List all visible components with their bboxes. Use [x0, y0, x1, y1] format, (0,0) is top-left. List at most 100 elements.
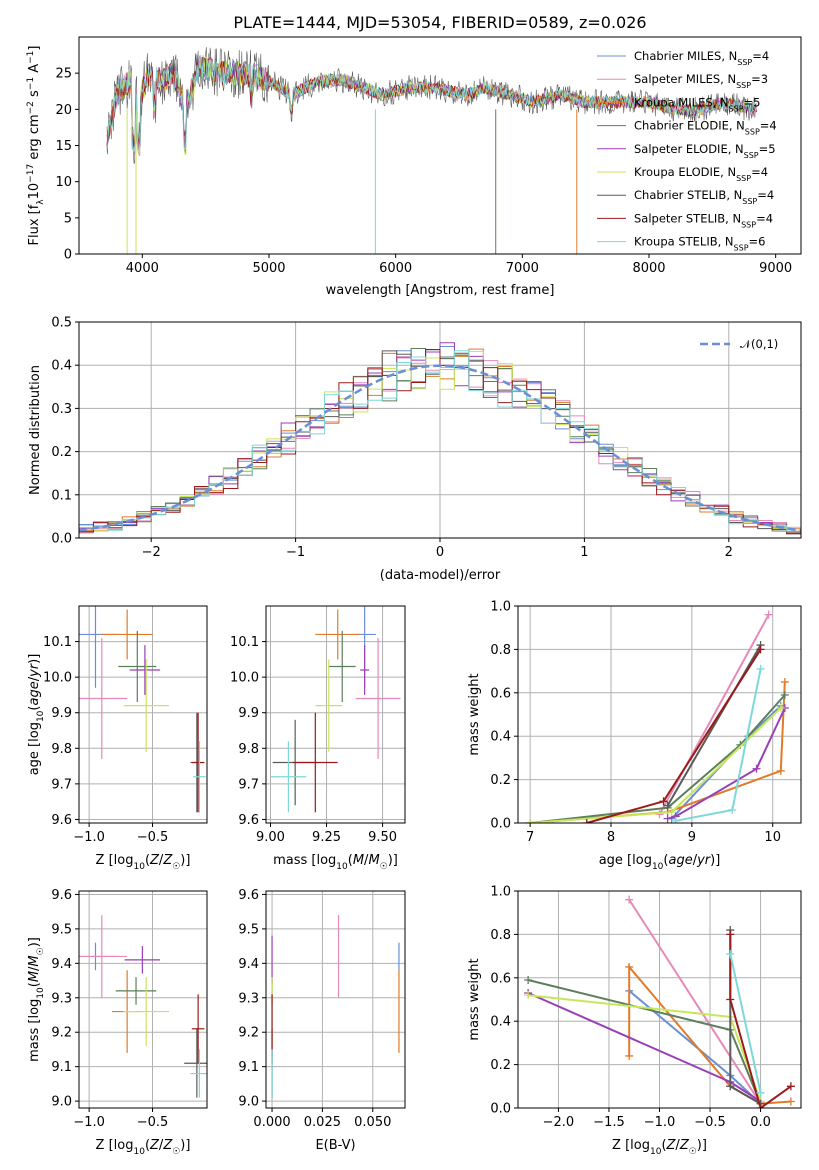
y-tick-label: 9.7	[238, 777, 259, 792]
x-tick-label: 9.50	[368, 830, 397, 845]
weight-marker	[671, 816, 680, 823]
grid-lines	[266, 606, 405, 823]
weight-marker	[726, 995, 735, 1004]
errorbar-point-2	[315, 609, 361, 660]
x-tick-label: 0.0	[750, 1115, 771, 1130]
y-tick-label: 9.9	[238, 706, 259, 721]
weight-marker	[764, 610, 773, 619]
plot-area	[271, 915, 400, 1098]
y-tick-label: 9.3	[238, 991, 259, 1006]
weight-marker	[659, 797, 668, 806]
y-tick-label: 9.0	[238, 1095, 259, 1110]
legend-entry-1: Salpeter MILES, NSSP=3	[634, 72, 768, 90]
error-bars	[79, 915, 207, 1098]
plot-area	[524, 895, 795, 1108]
y-tick-label: 9.7	[51, 777, 72, 792]
errorbar-point-7	[292, 712, 338, 813]
weight-line-7	[729, 934, 792, 1108]
weight-marker	[526, 819, 535, 823]
x-tick-label: −1	[286, 545, 305, 560]
y-axis-label: Normed distribution	[28, 365, 43, 495]
error-bars	[79, 606, 206, 813]
y-tick-label: 1.0	[490, 885, 511, 900]
weight-marker	[726, 930, 735, 939]
weight-marker	[756, 1088, 765, 1097]
y-tick-label: 0.6	[490, 686, 511, 701]
x-tick-label: −2.0	[543, 1115, 575, 1130]
y-tick-label: 9.6	[238, 888, 259, 903]
grid-lines	[518, 605, 801, 824]
x-tick-label: 1	[580, 545, 588, 560]
weight-marker	[663, 814, 672, 823]
legend-entry-6: Chabrier STELIB, NSSP=4	[634, 188, 774, 206]
axes: 9.00 9.25 9.50 9.6 9.7 9.8 9.9 10.0 10.1	[230, 605, 406, 845]
chart-age-vs-Z: −1.0 −0.5 9.6 9.7 9.8 9.9 10.0 10.1 Z [log10(Z/Z…	[27, 605, 208, 872]
axes-frame	[78, 890, 208, 1109]
weight-marker	[776, 766, 785, 775]
figure-title: PLATE=1444, MJD=53054, FIBERID=0589, z=0…	[233, 13, 646, 32]
legend-entry-2: Kroupa MILES, NSSP=5	[634, 95, 760, 113]
weight-marker	[582, 819, 591, 823]
x-tick-label: 4000	[126, 261, 159, 276]
errorbar-point-4	[360, 645, 370, 695]
errorbar-point-8	[270, 741, 307, 813]
plot-area	[106, 47, 757, 254]
y-axis-label: age [log10(age/yr)]	[27, 654, 46, 776]
y-tick-label: 9.2	[51, 1026, 72, 1041]
weight-marker	[786, 1097, 795, 1106]
weight-line-5	[530, 707, 782, 823]
y-tick-label: 0.0	[490, 1102, 511, 1117]
weight-marker	[756, 1104, 765, 1108]
y-tick-label: 9.1	[51, 1060, 72, 1075]
y-tick-label: 10.1	[43, 635, 72, 650]
chart-age-vs-mass: 9.00 9.25 9.50 9.6 9.7 9.8 9.9 10.0 10.1 mass [lo…	[230, 605, 406, 872]
x-tick-label: −2	[142, 545, 161, 560]
x-tick-label: −1.0	[73, 830, 105, 845]
y-tick-label: 5	[64, 211, 72, 226]
x-tick-label: −0.5	[137, 830, 169, 845]
y-axis-label: mass weight	[467, 958, 482, 1040]
axes-frame	[78, 605, 208, 824]
y-tick-label: 0.0	[51, 532, 72, 547]
axes: −2.0 −1.5 −1.0 −0.5 0.0 0.0 0.2 0.4 0.6 0.8 1.0	[490, 885, 802, 1130]
spectrum-lines	[106, 47, 757, 254]
x-axis-label: Z [log10(Z/Z☉)]	[612, 1138, 707, 1157]
x-tick-label: 10	[764, 830, 781, 845]
x-axis-label: (data-model)/error	[380, 568, 501, 583]
errorbar-point-6	[184, 1028, 207, 1098]
chart-weight-vs-Z: −2.0 −1.5 −1.0 −0.5 0.0 0.0 0.2 0.4 0.6 0.8 1.0 Z […	[467, 885, 802, 1157]
weight-line-6	[666, 644, 762, 807]
grid-lines	[79, 891, 207, 1108]
y-tick-label: 9.5	[238, 922, 259, 937]
axes: −2 −1 0 1 2 0.0 0.1 0.2 0.3 0.4 0.5	[51, 316, 802, 560]
y-tick-label: 10.1	[230, 635, 259, 650]
weight-lines	[526, 610, 789, 823]
weight-marker	[625, 895, 634, 904]
legend-entry-0: Chabrier MILES, NSSP=4	[634, 49, 769, 67]
y-tick-label: 1.0	[490, 600, 511, 615]
normal-curve	[79, 364, 801, 532]
plot-area	[526, 610, 789, 823]
errorbar-point-5	[123, 977, 169, 1046]
y-tick-label: 9.8	[238, 742, 259, 757]
legend-entry-3: Chabrier ELODIE, NSSP=4	[634, 119, 777, 137]
y-axis-label: Flux [fλ10−17 erg cm−2 s−1 A−1]	[26, 46, 46, 246]
y-tick-label: 9.4	[51, 957, 72, 972]
y-tick-label: 9.6	[51, 888, 72, 903]
errorbar-point-4	[129, 645, 161, 695]
weight-marker	[524, 991, 533, 1000]
plot-area	[79, 915, 207, 1098]
errorbar-point-1	[355, 638, 401, 759]
histogram-series-8	[79, 350, 801, 532]
legend-entry-4: Salpeter ELODIE, NSSP=5	[634, 142, 776, 160]
weight-line-4	[667, 707, 786, 820]
y-tick-label: 0.6	[490, 971, 511, 986]
x-tick-label: −0.5	[694, 1115, 726, 1130]
x-tick-label: 8	[607, 830, 615, 845]
x-tick-label: 9.25	[312, 830, 341, 845]
weight-marker	[524, 975, 533, 984]
x-tick-label: 0.025	[304, 1115, 341, 1130]
x-axis-label: age [log10(age/yr)]	[599, 853, 721, 872]
legend: 𝒩(0,1)	[700, 337, 778, 351]
